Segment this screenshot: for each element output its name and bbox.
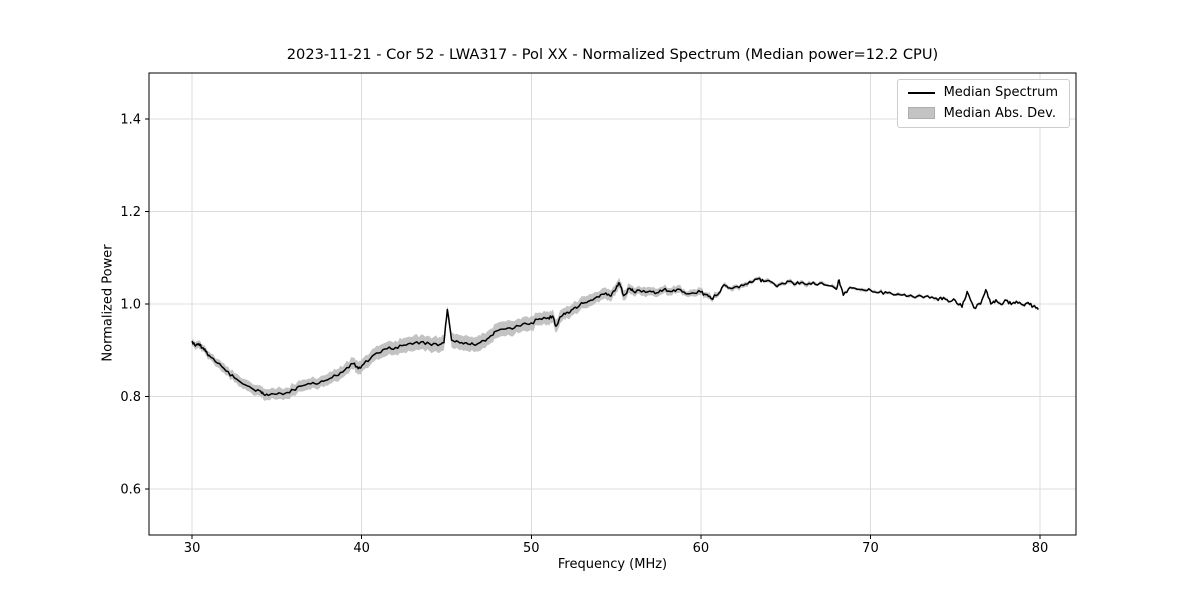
- legend-patch-swatch: [907, 107, 935, 120]
- legend: Median Spectrum Median Abs. Dev.: [896, 79, 1070, 129]
- legend-label: Median Spectrum: [943, 85, 1058, 100]
- legend-label: Median Abs. Dev.: [943, 105, 1057, 121]
- y-tick-label: 1.4: [120, 113, 141, 128]
- chart-title: 2023-11-21 - Cor 52 - LWA317 - Pol XX - …: [286, 46, 939, 63]
- x-tick-label: 30: [184, 541, 201, 556]
- y-tick-label: 1.0: [120, 298, 141, 313]
- y-tick-label: 0.6: [120, 482, 141, 497]
- legend-entry-median-abs-dev: Median Abs. Dev.: [907, 105, 1058, 122]
- x-tick-label: 70: [862, 541, 879, 556]
- x-tick-label: 80: [1032, 541, 1049, 556]
- y-axis-label: Normalized Power: [100, 244, 116, 362]
- y-tick-label: 1.2: [120, 205, 141, 220]
- x-tick-label: 60: [693, 541, 710, 556]
- legend-entry-median-spectrum: Median Spectrum: [907, 85, 1058, 101]
- x-axis-label: Frequency (MHz): [557, 557, 668, 572]
- x-tick-label: 50: [523, 541, 540, 556]
- median-spectrum-line: [191, 277, 1039, 397]
- y-tick-label: 0.8: [120, 390, 141, 405]
- legend-line-swatch: [907, 91, 935, 94]
- x-tick-label: 40: [353, 541, 370, 556]
